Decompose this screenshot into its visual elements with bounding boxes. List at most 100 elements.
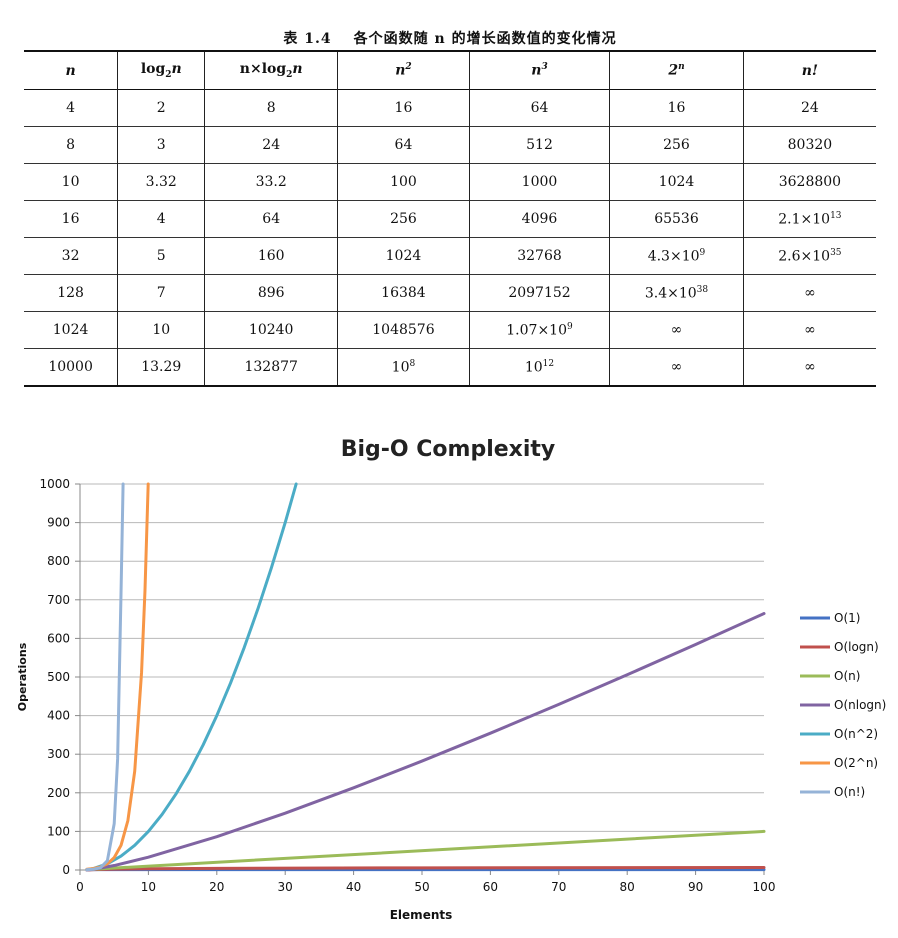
table-cell: 896 <box>204 274 338 312</box>
chart-x-tick-labels: 0 10 20 30 40 50 60 70 80 90 100 <box>76 880 775 894</box>
table-body: 4 2 8 16 64 16 24 8 3 24 64 512 256 80320 10 3.32 33.2 10… <box>24 89 876 386</box>
table-cell: 2.1×1013 <box>742 200 876 238</box>
y-tick-label: 0 <box>62 863 70 877</box>
table-cell: 1024 <box>52 322 89 338</box>
chart-legend: O(1) O(logn) O(n) O(nlogn) O(n^2) O(2^n) O(n!) <box>800 611 886 799</box>
table-cell: 16 <box>61 211 80 227</box>
table-cell: 80320 <box>742 126 876 164</box>
legend-label: O(2^n) <box>834 756 878 770</box>
table-cell: ∞ <box>609 348 744 386</box>
table-cell: ∞ <box>609 311 744 349</box>
table-row: 16 4 64 256 4096 65536 2.1×1013 <box>24 200 876 238</box>
table-header-cell: n×log2n <box>204 51 338 90</box>
y-tick-label: 300 <box>47 747 70 761</box>
table-cell: 64 <box>468 89 610 127</box>
table-cell: 3.32 <box>117 163 205 201</box>
table-cell: 1.07×109 <box>468 311 610 349</box>
table-cell: 2 <box>117 89 205 127</box>
table-header-cell: 2n <box>609 51 744 90</box>
y-tick-label: 800 <box>47 554 70 568</box>
table-cell: 4 <box>117 200 205 238</box>
legend-label: O(n) <box>834 669 860 683</box>
table-cell: 1000 <box>468 163 610 201</box>
growth-table-section: 表 1.4 各个函数随 n 的增长函数值的变化情况 n log2n n×log2n n2… <box>24 28 876 387</box>
table-cell: 7 <box>117 274 205 312</box>
table-cell: 4 <box>66 100 76 116</box>
table-cell: 16 <box>609 89 744 127</box>
table-header-cell: n2 <box>337 51 470 90</box>
x-tick-label: 10 <box>141 880 156 894</box>
y-axis-label: Operations <box>16 642 29 711</box>
table-cell: 65536 <box>609 200 744 238</box>
big-o-chart: Big-O Complexity 01002003004005006007008… <box>16 437 886 922</box>
y-tick-label: 100 <box>47 824 70 838</box>
y-tick-label: 500 <box>47 670 70 684</box>
table-row: 8 3 24 64 512 256 80320 <box>24 126 876 164</box>
table-cell: 8 <box>204 89 338 127</box>
table-cell: 3 <box>117 126 205 164</box>
x-tick-label: 0 <box>76 880 84 894</box>
series-line <box>85 612 766 872</box>
table-cell: 33.2 <box>204 163 338 201</box>
table-cell: 5 <box>117 237 205 275</box>
table-row: 32 5 160 1024 32768 4.3×109 2.6×1035 <box>24 237 876 275</box>
table-cell: 10240 <box>204 311 338 349</box>
table-cell: 24 <box>742 89 876 127</box>
table-cell: 16 <box>337 89 470 127</box>
table-cell: 108 <box>337 348 470 386</box>
x-tick-label: 20 <box>209 880 224 894</box>
table-cell: 128 <box>57 285 84 301</box>
x-tick-label: 100 <box>753 880 776 894</box>
table-row: 4 2 8 16 64 16 24 <box>24 89 876 127</box>
table-cell: 13.29 <box>117 348 205 386</box>
legend-label: O(logn) <box>834 640 879 654</box>
chart-gridlines <box>75 483 765 875</box>
x-tick-label: 60 <box>483 880 498 894</box>
x-axis-label: Elements <box>390 908 453 922</box>
y-tick-label: 700 <box>47 593 70 607</box>
table-header-cell: n! <box>742 51 876 90</box>
chart-series <box>85 482 766 872</box>
table-cell: ∞ <box>742 348 876 386</box>
table-cell: 10000 <box>48 359 93 375</box>
table-cell: 256 <box>609 126 744 164</box>
table-caption: 表 1.4 各个函数随 n 的增长函数值的变化情况 <box>24 28 876 50</box>
table-cell: 8 <box>66 137 76 153</box>
legend-label: O(n!) <box>834 785 865 799</box>
table-cell: 10 <box>61 174 80 190</box>
table-header-cell: n <box>65 62 76 79</box>
y-tick-label: 1000 <box>39 477 70 491</box>
legend-label: O(nlogn) <box>834 698 886 712</box>
table-cell: 132877 <box>204 348 338 386</box>
table-cell: 64 <box>204 200 338 238</box>
table-row: 10000 13.29 132877 108 1012 ∞ ∞ <box>24 348 876 386</box>
table-cell: 1048576 <box>337 311 470 349</box>
table-cell: 4.3×109 <box>609 237 744 275</box>
table-cell: 1012 <box>468 348 610 386</box>
table-cell: 3628800 <box>742 163 876 201</box>
legend-label: O(n^2) <box>834 727 878 741</box>
table-row: 1024 10 10240 1048576 1.07×109 ∞ ∞ <box>24 311 876 349</box>
table-caption-number: 表 1.4 <box>283 31 332 47</box>
x-tick-label: 50 <box>414 880 429 894</box>
table-cell: 64 <box>337 126 470 164</box>
table-cell: 1024 <box>337 237 470 275</box>
table-cell: 24 <box>204 126 338 164</box>
table-cell: 256 <box>337 200 470 238</box>
table-row: 10 3.32 33.2 100 1000 1024 3628800 <box>24 163 876 201</box>
table-row: 128 7 896 16384 2097152 3.4×1038 ∞ <box>24 274 876 312</box>
table-cell: 32 <box>61 248 80 264</box>
y-tick-label: 600 <box>47 631 70 645</box>
y-tick-label: 400 <box>47 709 70 723</box>
chart-title: Big-O Complexity <box>341 437 556 462</box>
table-cell: 3.4×1038 <box>609 274 744 312</box>
y-tick-label: 900 <box>47 516 70 530</box>
table-cell: 100 <box>337 163 470 201</box>
table-header-row: n log2n n×log2n n2 n3 2n n! <box>24 51 876 90</box>
chart-y-tick-labels: 0 100 200 300 400 500 600 700 800 900 1000 <box>39 477 70 877</box>
table-cell: ∞ <box>742 274 876 312</box>
table-cell: 4096 <box>468 200 610 238</box>
table-cell: 1024 <box>609 163 744 201</box>
table-cell: 32768 <box>468 237 610 275</box>
growth-table: n log2n n×log2n n2 n3 2n n! 4 2 8 16 64 16 24 8 3 24 64 5… <box>24 50 876 387</box>
